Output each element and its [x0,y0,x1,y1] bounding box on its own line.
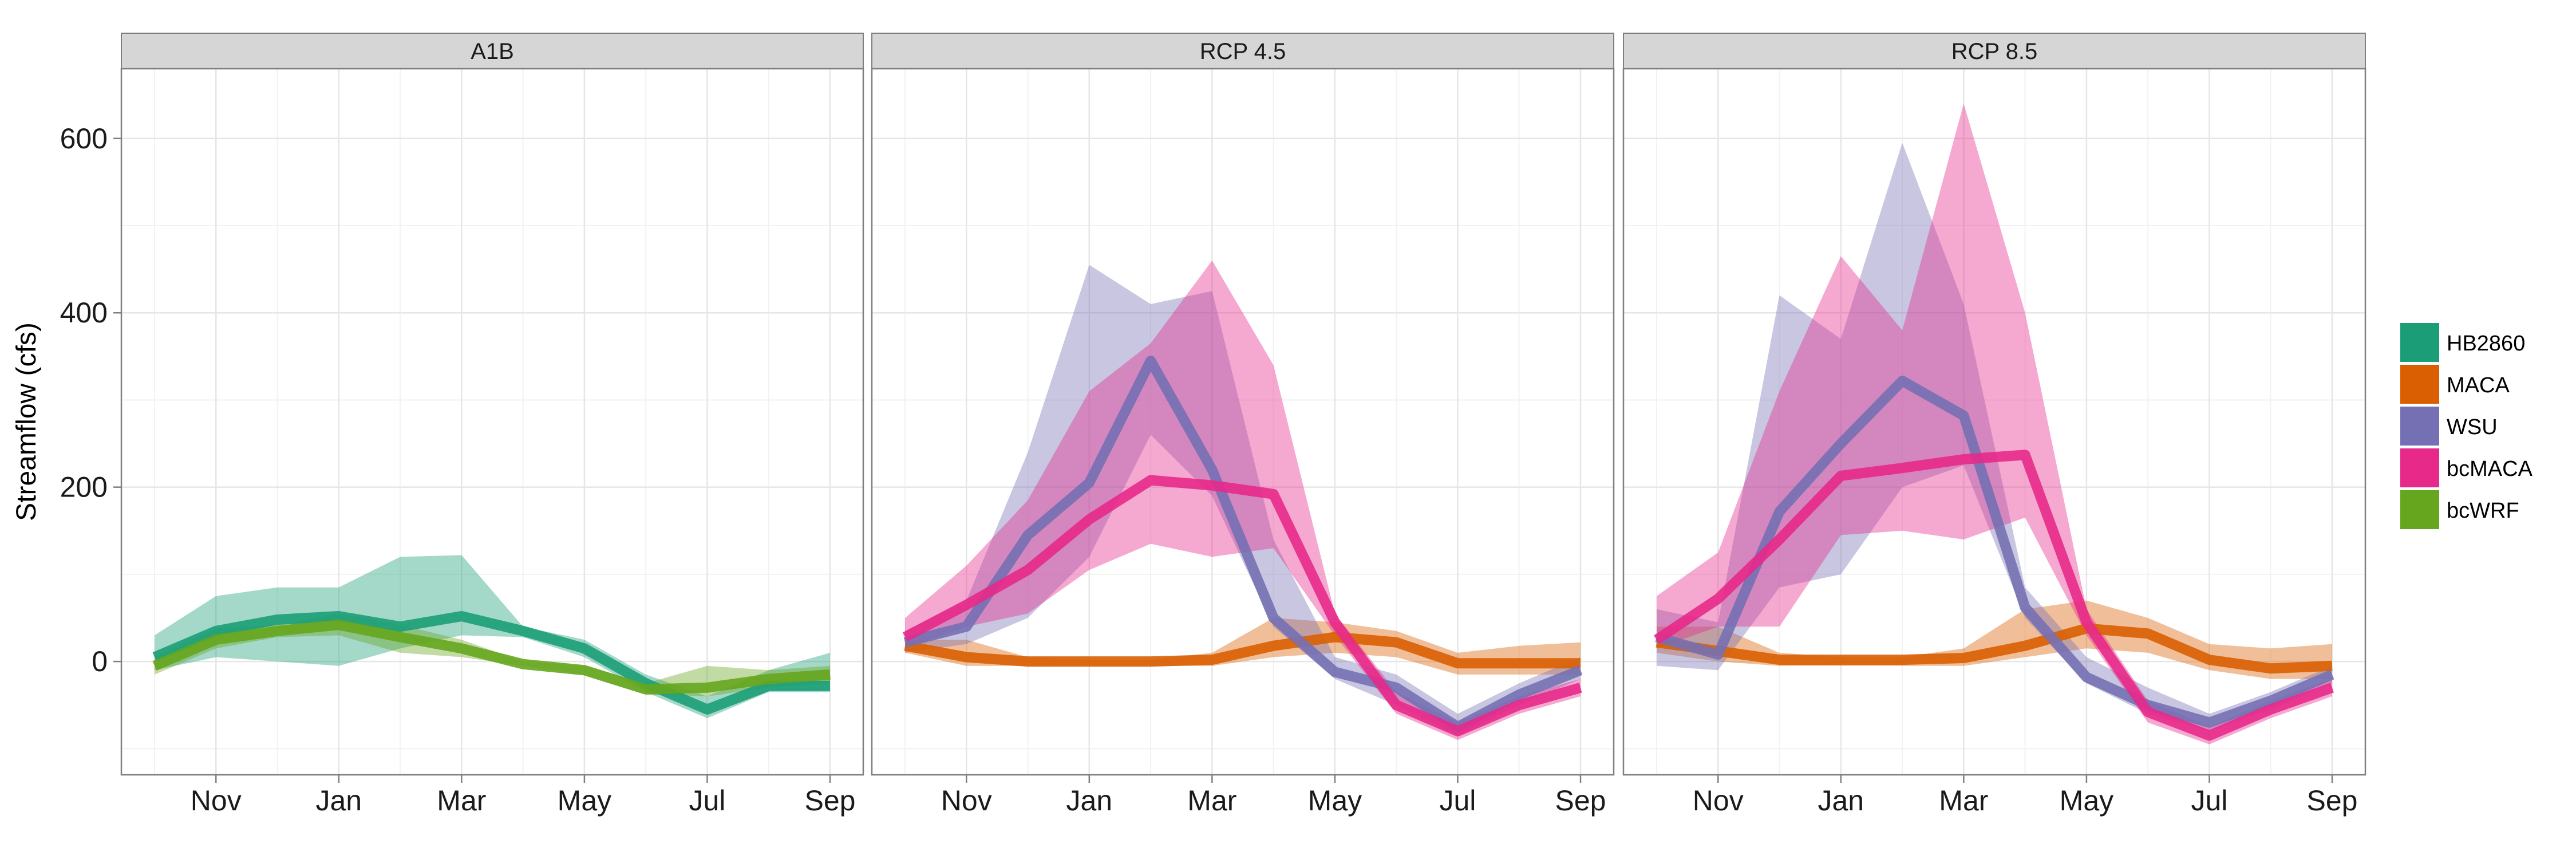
ribbon-wsu [905,265,1581,736]
legend-label-bcwrf: bcWRF [2447,499,2519,523]
panel-border [1622,68,2366,776]
x-tick-label: Jan [316,785,362,817]
series-line-wsu [1655,376,2334,728]
legend-key-hb2860 [2399,322,2440,363]
y-tick-label: 0 [92,645,108,677]
y-tick-label: 200 [60,471,108,503]
series-line-bcmaca [1654,450,2334,741]
panel-rcp-4-5: RCP 4.5 Nov Jan Mar May Jul Sep [871,33,1615,817]
panel-border [120,68,864,776]
legend-key-bcmaca [2399,447,2440,488]
x-tick-label: Jul [1439,785,1476,817]
panel-border [871,68,1615,776]
x-tick-label: Nov [1693,785,1744,817]
legend-key-maca [2399,364,2440,405]
x-tick-label: Nov [941,785,992,817]
x-tick-label: May [2060,785,2113,817]
facet-title: RCP 8.5 [1951,39,2037,64]
plot-background [121,69,863,775]
series-line-maca [904,632,1581,669]
series-line-bcmaca [902,475,1582,736]
legend-label-hb2860: HB2860 [2447,332,2525,356]
x-tick-label: Mar [1187,785,1236,817]
ribbon-bcmaca [905,260,1581,740]
series-line-hb2860 [152,611,830,715]
x-tick-label: Nov [191,785,242,817]
x-tick-label: Jan [1818,785,1864,817]
legend-key-wsu [2399,405,2440,447]
x-tick-label: May [1308,785,1362,817]
ribbon-bcmaca [1657,103,2332,744]
x-tick-label: Mar [437,785,486,817]
x-tick-label: Mar [1939,785,1988,817]
facet-strip [121,33,864,69]
legend-label-maca: MACA [2447,373,2510,397]
x-tick-label: Sep [805,785,856,817]
ribbon-hb2860 [155,555,830,719]
legend-label-wsu: WSU [2447,415,2498,439]
x-tick-label: Jan [1066,785,1113,817]
y-axis-title: Streamflow (cfs) [11,322,42,521]
facet-strip [871,33,1614,69]
series-line-bcwrf [152,620,831,695]
legend: HB2860 MACA WSU bcMACA bcWRF [2399,322,2533,530]
panels-layer: A1B Nov Jan Mar May Jul Sep 0 200 400 600 RCP 4.5 No… [60,33,2366,817]
x-tick-label: May [558,785,611,817]
panel-a1b: A1B Nov Jan Mar May Jul Sep 0 200 400 600 [60,33,864,817]
series-line-maca [1656,623,2333,674]
facet-title: RCP 4.5 [1200,39,1286,64]
y-tick-label: 600 [60,123,108,155]
ribbon-wsu [1657,143,2332,731]
facet-title: A1B [471,39,514,64]
legend-key-bcwrf [2399,489,2440,530]
x-tick-label: Sep [2307,785,2358,817]
x-tick-label: Jul [689,785,725,817]
legend-label-bcmaca: bcMACA [2447,457,2533,481]
x-tick-label: Jul [2191,785,2227,817]
panel-rcp-8-5: RCP 8.5 Nov Jan Mar May Jul Sep [1622,33,2366,817]
facet-strip [1623,33,2366,69]
y-tick-label: 400 [60,297,108,329]
x-tick-label: Sep [1555,785,1606,817]
